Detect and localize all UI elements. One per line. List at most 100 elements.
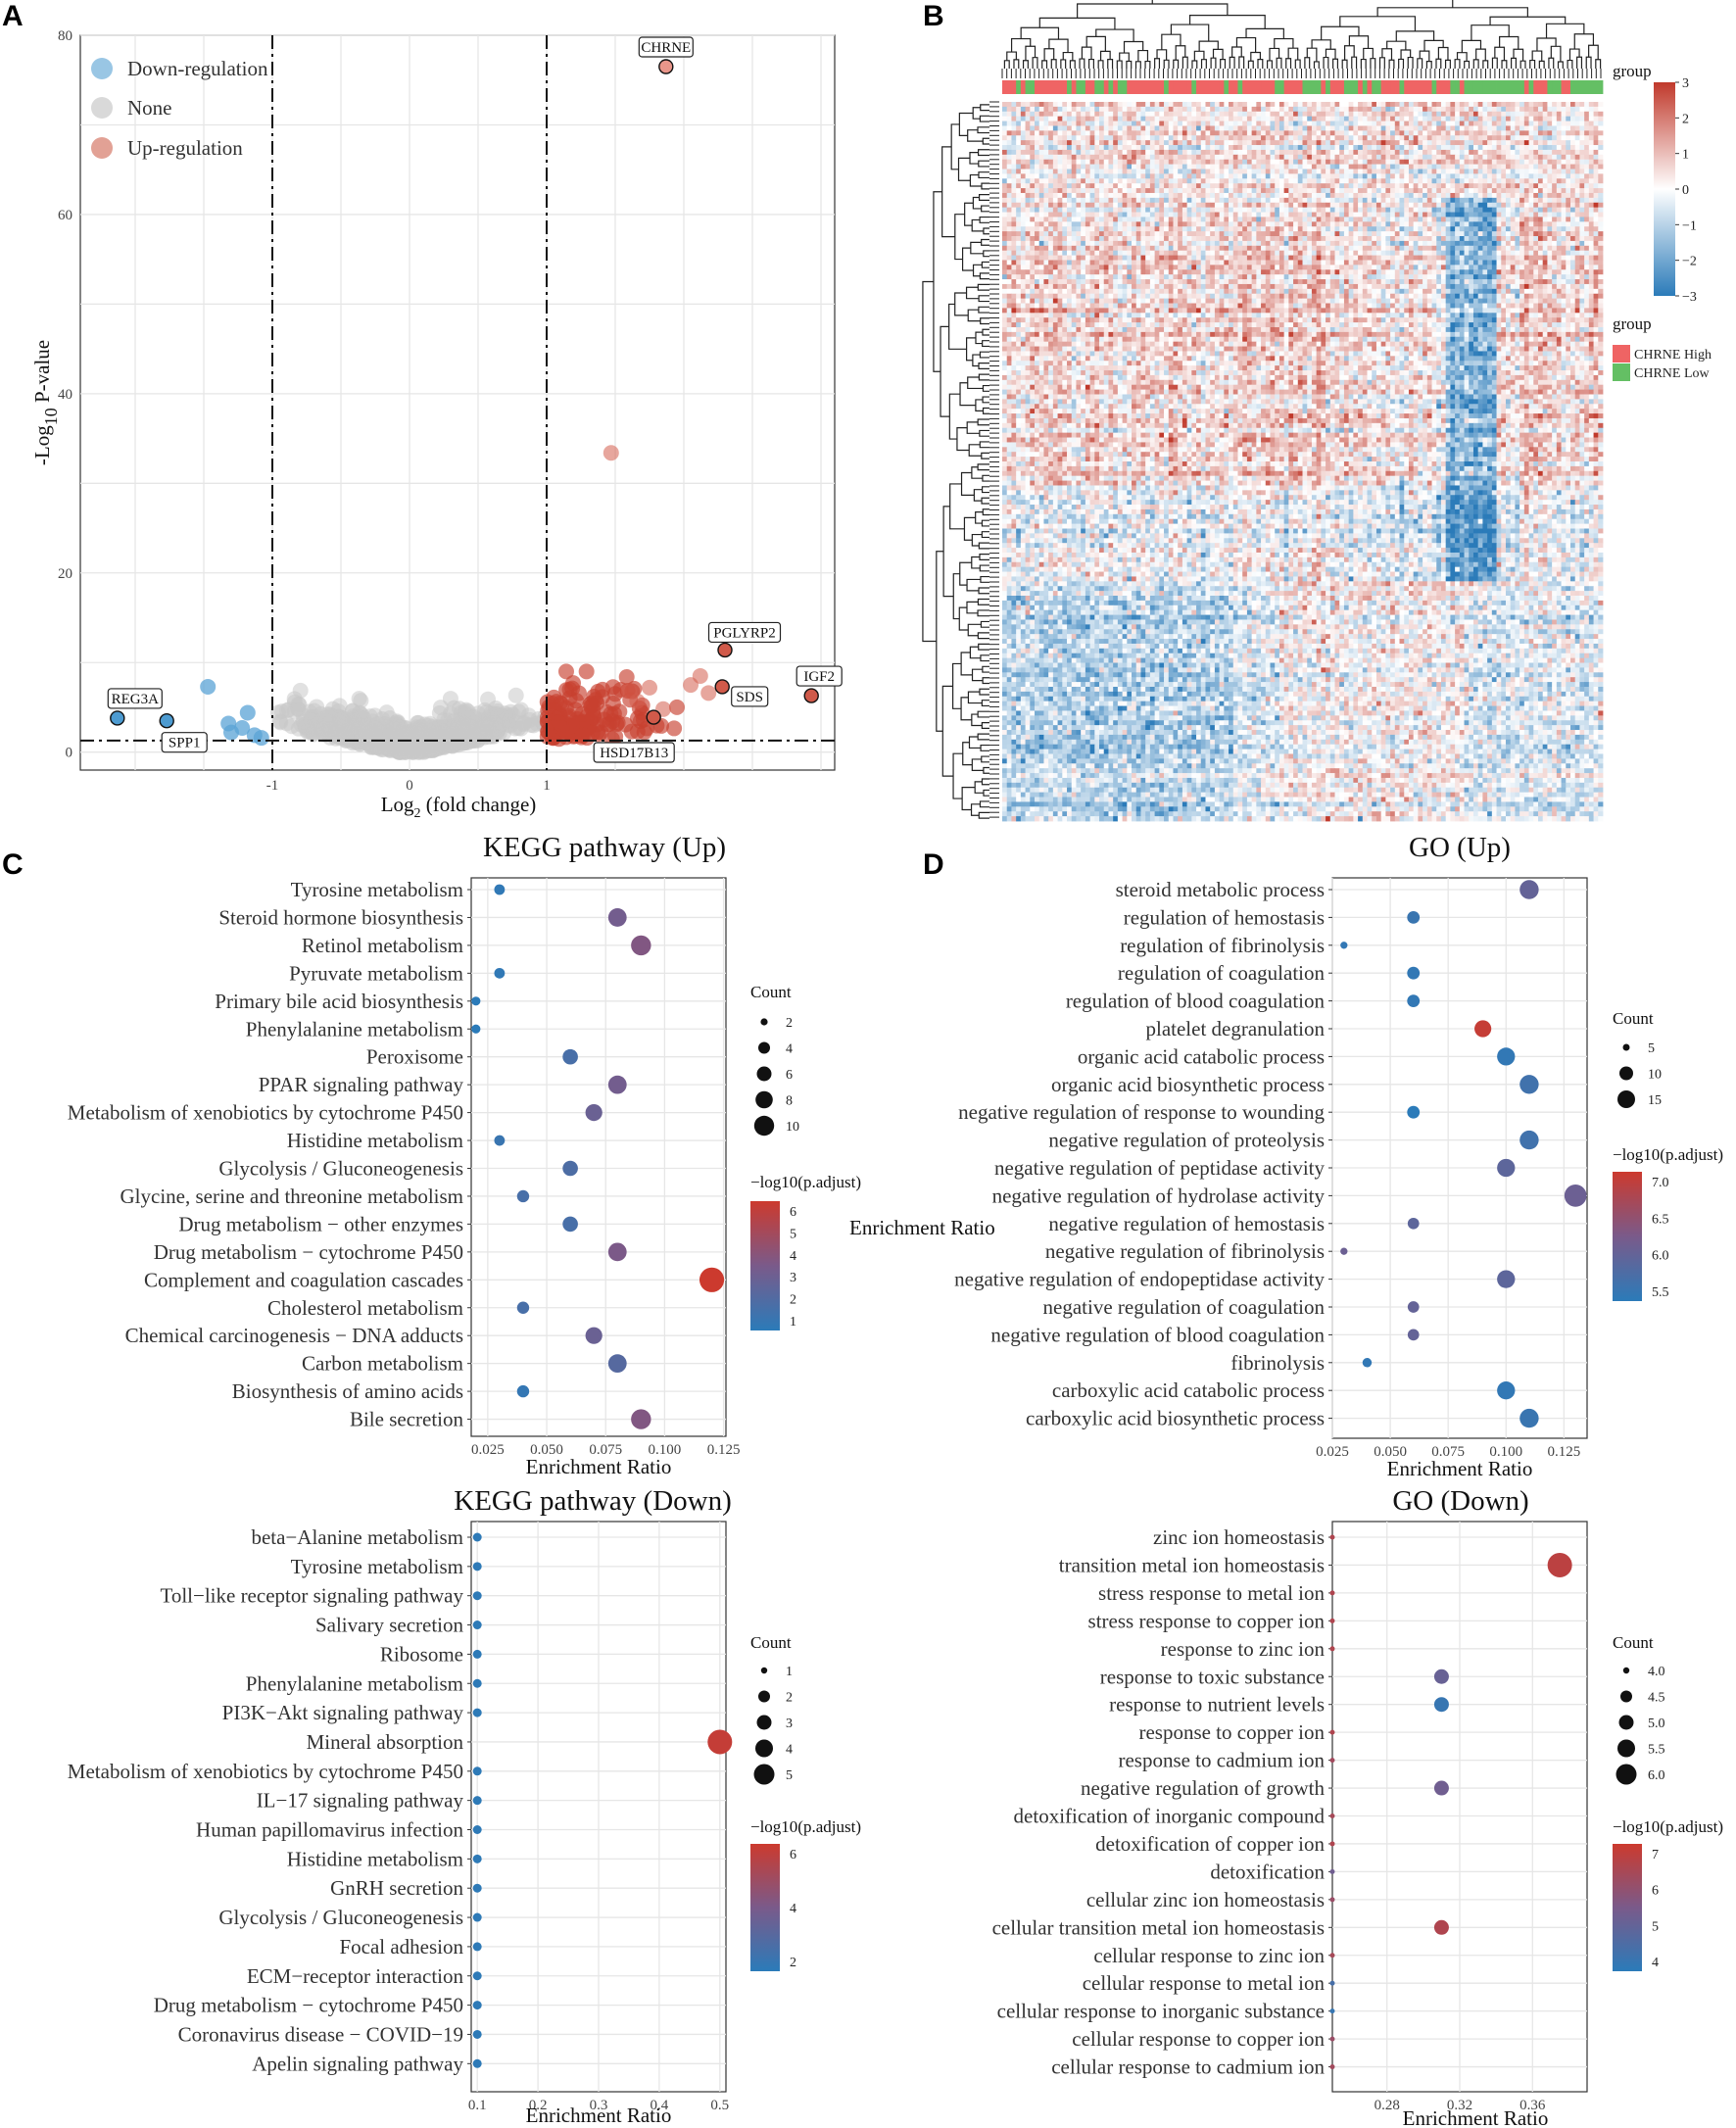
heatmap-cell [1556, 102, 1562, 108]
heatmap-cell [1261, 159, 1267, 166]
dendrogram-branch [966, 601, 979, 614]
heatmap-cell [1348, 202, 1354, 209]
dendrogram-branch [972, 107, 981, 120]
heatmap-cell [1413, 149, 1419, 156]
heatmap-cell [1326, 149, 1331, 156]
heatmap-cell [1358, 207, 1364, 213]
heatmap-cell [1307, 207, 1313, 213]
dendrogram-branch [1010, 37, 1032, 53]
heatmap-cell [1205, 173, 1211, 179]
dendrogram-branch [981, 497, 989, 505]
heatmap-cell [1348, 173, 1354, 179]
heatmap-cell [1140, 106, 1146, 113]
heatmap-cell [1181, 140, 1188, 146]
heatmap-cell [1445, 111, 1451, 118]
heatmap-cell [1477, 116, 1483, 121]
heatmap-cell [1145, 121, 1151, 126]
volcano-y-tick: 20 [58, 566, 72, 582]
heatmap-cell [1556, 188, 1562, 194]
heatmap-cell [1533, 164, 1539, 169]
heatmap-cell [1343, 178, 1350, 184]
heatmap-cell [1145, 154, 1151, 161]
heatmap-cell [1375, 202, 1382, 209]
heatmap-cell [1016, 125, 1022, 131]
volcano-labeled-point [803, 688, 819, 703]
heatmap-cell [1117, 173, 1123, 179]
heatmap-cell [1566, 159, 1571, 166]
heatmap-cell [1510, 111, 1516, 118]
heatmap-cell [1173, 116, 1179, 121]
heatmap-cell [1191, 217, 1197, 222]
heatmap-cell [1117, 212, 1123, 218]
group-cell-low [1316, 80, 1322, 94]
heatmap-cell [1020, 125, 1026, 131]
heatmap-cell [1275, 212, 1280, 218]
heatmap-cell [1505, 111, 1512, 118]
heatmap-cell [1459, 202, 1465, 209]
heatmap-cell [1278, 106, 1285, 113]
heatmap-cell [1561, 169, 1567, 174]
heatmap-cell [1515, 202, 1520, 209]
heatmap-cell [1588, 188, 1594, 194]
heatmap-cell [1020, 217, 1026, 222]
heatmap-cell [1339, 102, 1345, 108]
heatmap-cell [1132, 192, 1137, 199]
heatmap-cell [1353, 149, 1359, 156]
heatmap-cell [1556, 106, 1562, 113]
heatmap-cell [1057, 212, 1063, 218]
heatmap-cell [1372, 192, 1377, 199]
heatmap-cell [1002, 121, 1008, 126]
heatmap-cell [1487, 212, 1493, 218]
dendrogram-branch [977, 598, 989, 605]
heatmap-cell [1200, 111, 1206, 118]
heatmap-cell [1472, 207, 1479, 213]
heatmap-cell [1445, 169, 1451, 174]
heatmap-cell [1127, 149, 1133, 156]
heatmap-cell [1113, 178, 1119, 184]
dendrogram-branch [940, 325, 950, 417]
heatmap-cell [1048, 149, 1054, 156]
heatmap-cell [1436, 173, 1442, 179]
heatmap-cell [1122, 207, 1128, 213]
heatmap-cell [1038, 183, 1044, 189]
heatmap-cell [1154, 188, 1160, 194]
heatmap-cell [1154, 178, 1160, 184]
heatmap-cell [1321, 145, 1326, 151]
heatmap-cell [1232, 106, 1238, 113]
heatmap-cell [1081, 202, 1086, 209]
heatmap-cell [1132, 164, 1137, 169]
heatmap-cell [1062, 192, 1068, 199]
group-cell-low [1547, 80, 1553, 94]
heatmap-cell [1232, 212, 1238, 218]
heatmap-cell [1426, 111, 1432, 118]
heatmap-cell [1159, 125, 1165, 131]
heatmap-cell [1593, 159, 1599, 166]
heatmap-cell [1455, 140, 1461, 146]
heatmap-cell [1519, 116, 1525, 121]
heatmap-cell [1246, 207, 1253, 213]
heatmap-cell [1561, 145, 1567, 151]
heatmap-cell [1523, 116, 1529, 121]
heatmap-cell [1242, 183, 1248, 189]
heatmap-cell [1394, 121, 1400, 126]
heatmap-cell [1288, 102, 1294, 108]
dendrogram-branch [972, 264, 983, 277]
heatmap-cell [1598, 192, 1604, 199]
heatmap-cell [1057, 135, 1063, 141]
heatmap-cell [1307, 164, 1313, 169]
heatmap-cell [1528, 178, 1534, 184]
heatmap-cell [1311, 106, 1318, 113]
heatmap-cell [1566, 169, 1571, 174]
heatmap-cell [1598, 164, 1604, 169]
dendrogram-branch [967, 623, 982, 637]
heatmap-cell [1256, 178, 1262, 184]
heatmap-cell [1089, 202, 1095, 209]
volcano-point-up [629, 693, 646, 709]
volcano-y-title-rest: P-value [30, 340, 54, 408]
dendrogram-branch [1013, 59, 1020, 69]
heatmap-cell [1237, 188, 1243, 194]
heatmap-cell [1196, 188, 1202, 194]
heatmap-cell [1283, 207, 1289, 213]
volcano-point-down [200, 678, 217, 695]
heatmap-cell [1450, 102, 1456, 108]
